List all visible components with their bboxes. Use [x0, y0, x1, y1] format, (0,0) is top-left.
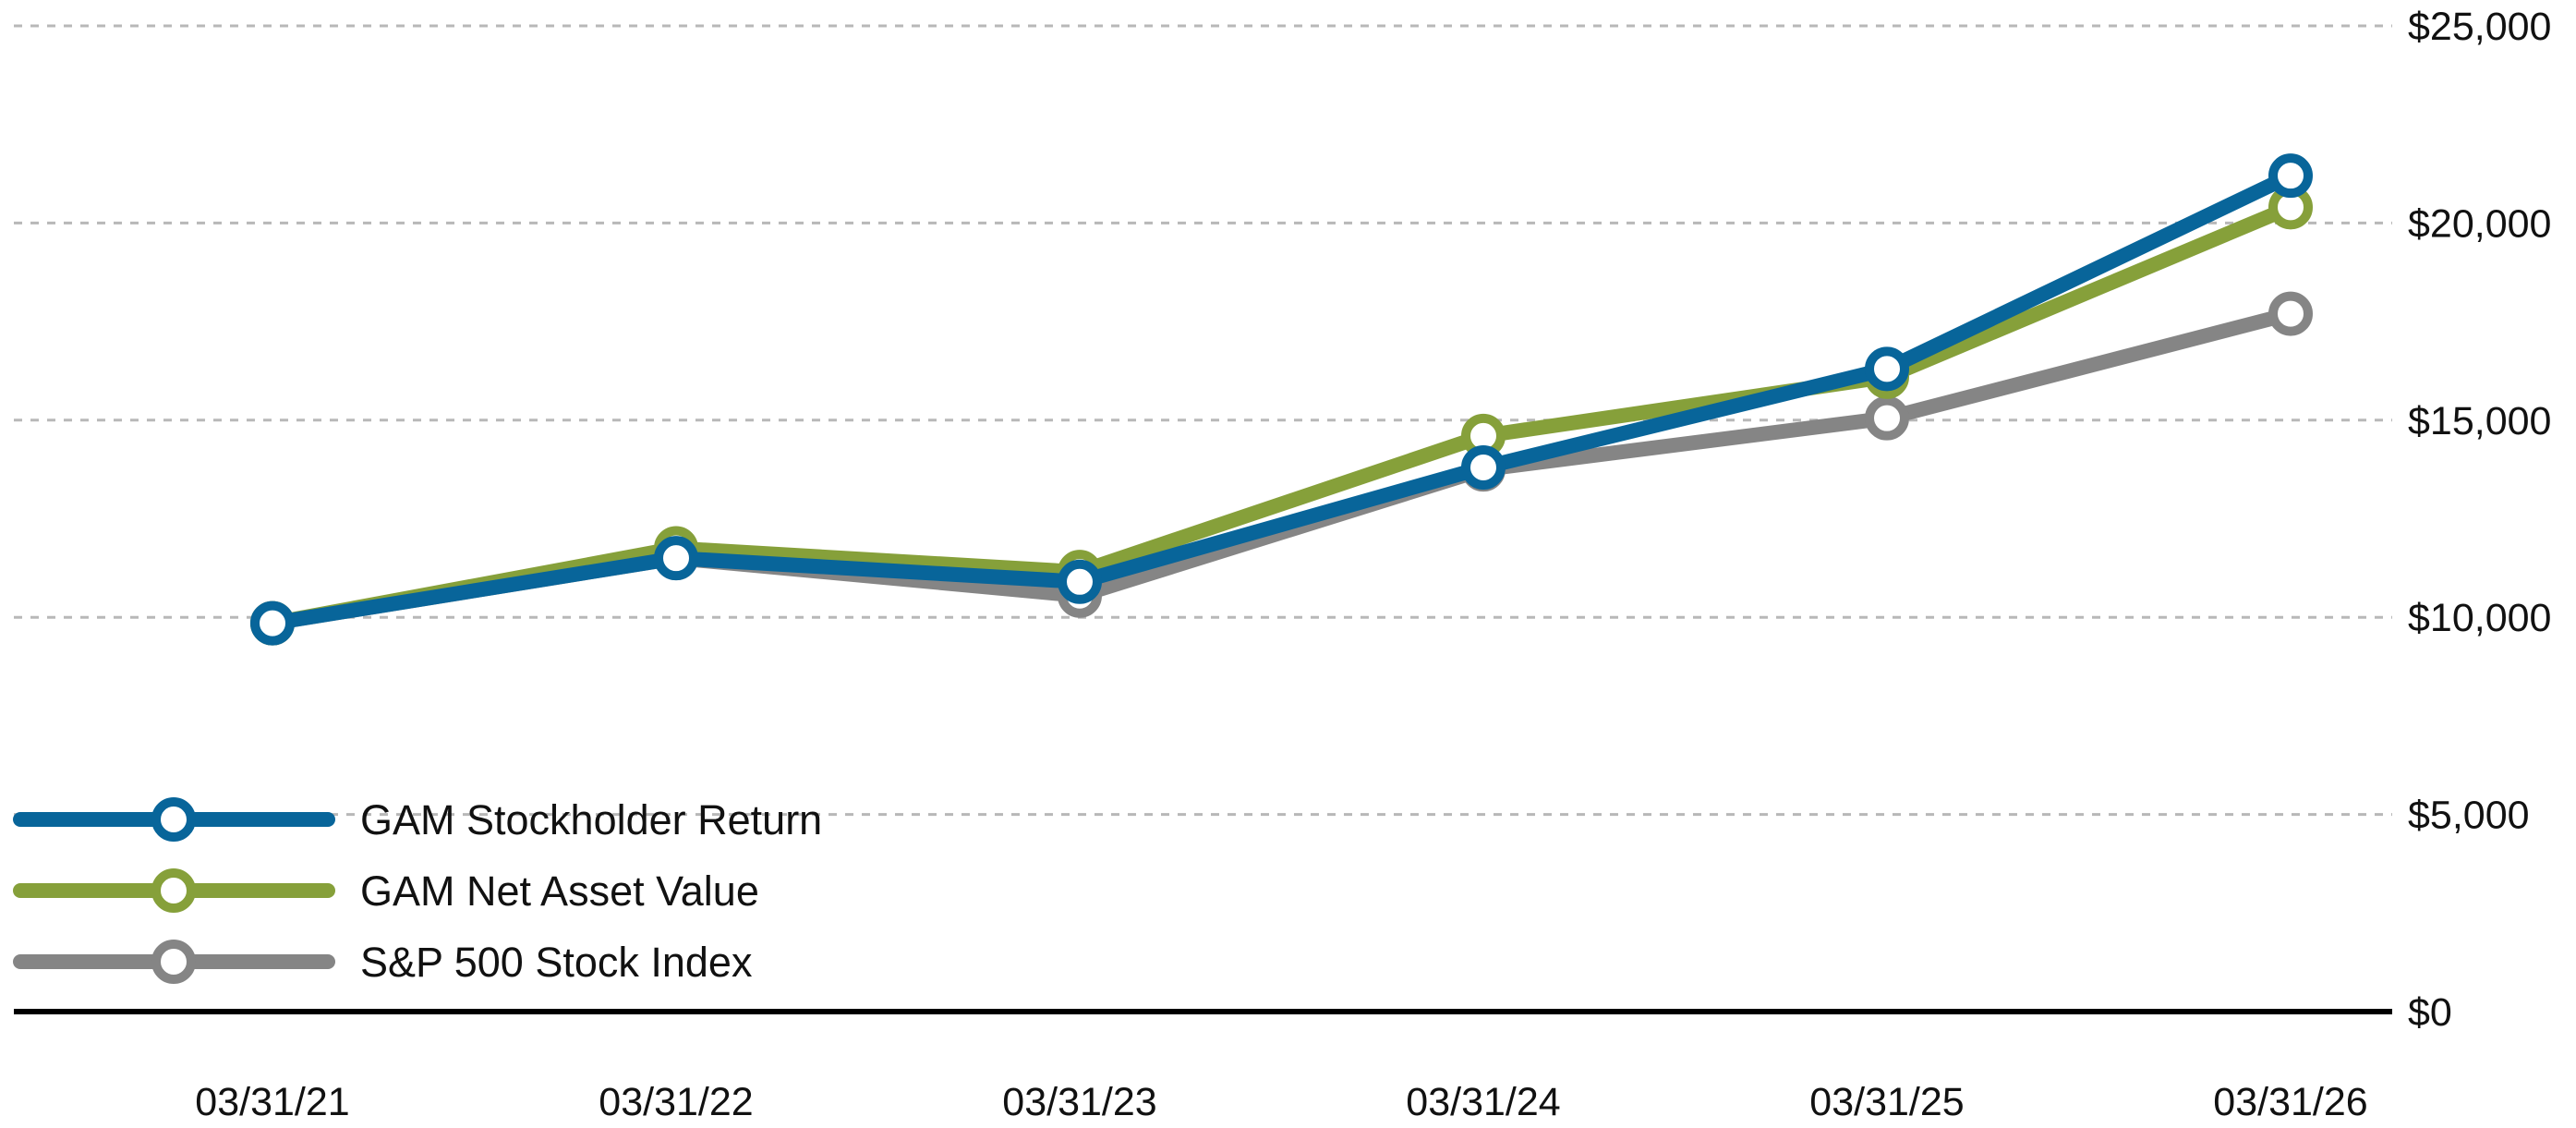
series-0 [250, 153, 2313, 646]
x-tick-label: 03/31/22 [599, 1080, 753, 1124]
data-point [2268, 291, 2313, 336]
legend-label: GAM Stockholder Return [360, 796, 822, 843]
data-point [654, 536, 698, 581]
y-tick-label: $25,000 [2408, 5, 2551, 49]
legend-item: S&P 500 Stock Index [13, 939, 753, 986]
series-lines [250, 153, 2313, 646]
data-point [1865, 395, 1909, 441]
legend-swatch-marker [151, 797, 196, 842]
y-tick-label: $10,000 [2408, 596, 2551, 640]
legend: GAM Stockholder Return GAM Net Asset Valu… [13, 796, 822, 986]
y-tick-label: $5,000 [2408, 794, 2530, 838]
y-tick-label: $0 [2408, 990, 2452, 1035]
legend-item: GAM Net Asset Value [13, 867, 759, 915]
y-axis-ticks: $0 $5,000 $10,000 $15,000 $20,000 $25,000 [2408, 5, 2551, 1035]
legend-swatch-marker [151, 868, 196, 913]
x-axis-ticks: 03/31/21 03/31/22 03/31/23 03/31/24 03/31/25… [195, 1080, 2367, 1124]
legend-swatch-marker [151, 940, 196, 984]
data-point [1865, 346, 1909, 392]
x-tick-label: 03/31/25 [1809, 1080, 1964, 1124]
x-tick-label: 03/31/23 [1002, 1080, 1156, 1124]
x-tick-label: 03/31/24 [1406, 1080, 1560, 1124]
legend-item: GAM Stockholder Return [13, 796, 822, 843]
series-line [265, 168, 2298, 631]
legend-label: S&P 500 Stock Index [360, 939, 753, 986]
series-line [265, 200, 2298, 631]
y-tick-label: $20,000 [2408, 201, 2551, 246]
data-point [1058, 559, 1102, 604]
series-2 [250, 291, 2313, 646]
y-tick-label: $15,000 [2408, 399, 2551, 443]
gridlines [14, 24, 2392, 817]
legend-label: GAM Net Asset Value [360, 867, 759, 915]
data-point [1461, 445, 1506, 491]
x-tick-label: 03/31/21 [195, 1080, 349, 1124]
data-point [2268, 153, 2313, 199]
x-tick-label: 03/31/26 [2213, 1080, 2367, 1124]
data-point [250, 600, 295, 646]
